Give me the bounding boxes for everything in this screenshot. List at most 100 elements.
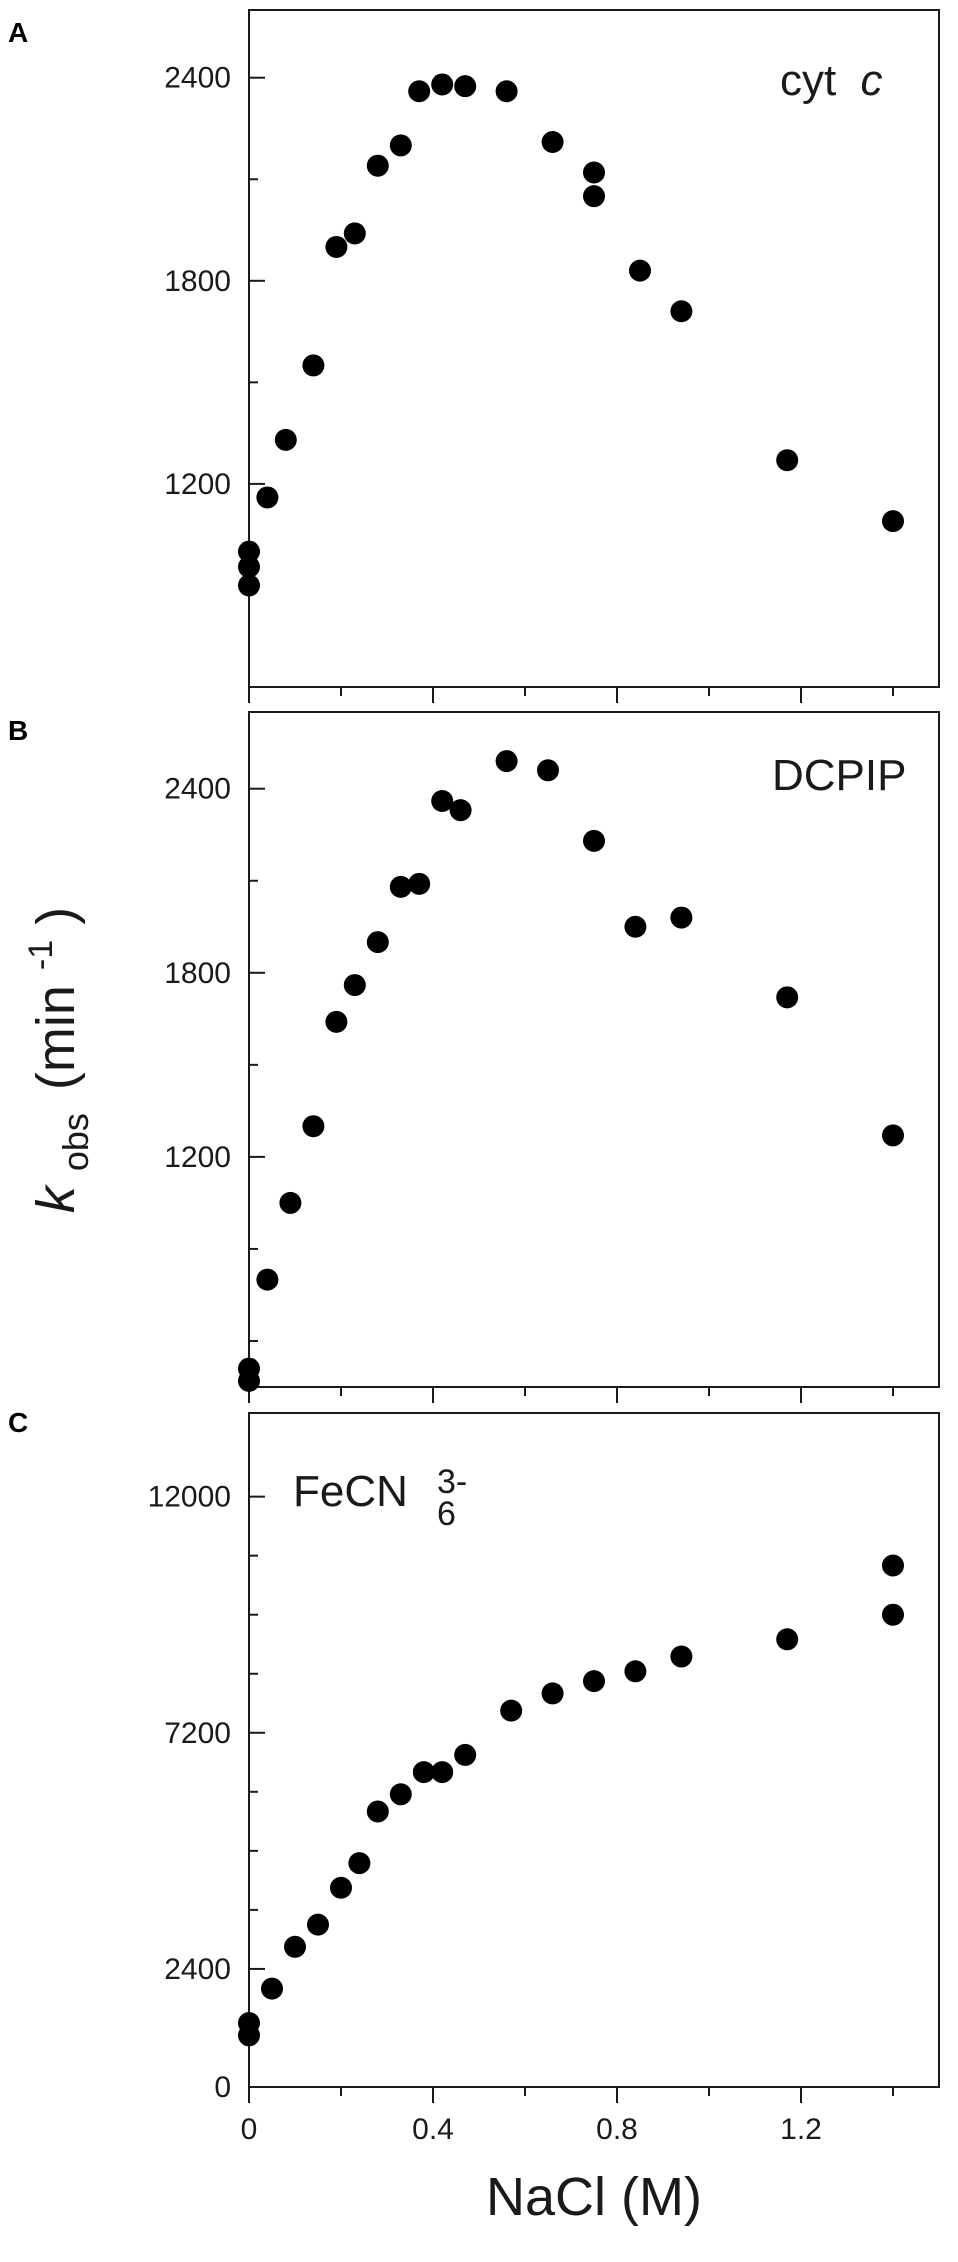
x-tick-label: 1.2 [780,2113,822,2146]
data-point [882,1554,904,1577]
data-point [408,872,431,895]
y-tick-label: 1200 [164,1141,231,1174]
panel-c-points [238,1554,904,2047]
panel-c-ticks [248,1495,894,2103]
data-point [624,1660,647,1683]
data-point [389,875,412,898]
panel-a-tick-labels: 1200 1800 2400 [164,62,231,501]
y-tick-label: 2400 [164,773,231,806]
panel-a: A 1200 1800 2400 cyt c [8,9,940,703]
data-point [408,80,431,103]
data-point [343,222,366,245]
data-point [431,1761,454,1784]
panel-a-ticks [248,76,894,703]
data-point [882,1603,904,1626]
data-point [366,931,389,954]
panel-b-ticks [248,787,894,1403]
data-point [583,185,605,208]
y-tick-label: 12000 [148,1481,231,1514]
panel-letter-b: B [8,715,28,746]
data-point [670,300,693,323]
data-point [495,80,518,103]
data-point [495,750,518,773]
panel-a-points [238,73,904,597]
panel-c-label-sup: 3- [437,1463,467,1501]
data-point [670,906,693,929]
data-point [624,915,647,938]
data-point [537,759,559,782]
data-point [343,974,366,997]
panel-c-label: FeCN [293,1467,408,1516]
data-point [366,1800,389,1823]
panel-b-label: DCPIP [772,751,906,800]
data-point [776,1628,799,1651]
data-point [284,1935,306,1958]
data-point [882,1124,904,1147]
panel-b-tick-labels: 1200 1800 2400 [164,773,231,1174]
data-point [583,1670,605,1693]
data-point [776,986,799,1009]
y-axis-title-k: k [26,1183,86,1213]
data-point [583,161,605,184]
panel-letter-c: C [8,1407,28,1438]
data-point [274,428,297,451]
data-point [302,1115,325,1138]
data-point [256,486,279,509]
data-point [279,1191,302,1214]
y-tick-label: 0 [214,2071,231,2104]
panel-b-frame [248,711,940,1388]
data-point [302,354,325,377]
data-point [366,154,389,177]
data-point [454,1743,477,1766]
x-axis-title: NaCl (M) [486,2167,702,2227]
data-point [629,259,651,282]
data-point [431,73,454,96]
panel-b-points [238,750,904,1392]
y-axis-title-close: ) [26,907,86,925]
panel-c-frame [248,1412,940,2088]
y-tick-label: 1200 [164,468,231,501]
panel-a-frame [248,9,940,688]
y-tick-label: 1800 [164,957,231,990]
data-point [541,131,564,154]
y-tick-label: 2400 [164,62,231,95]
y-tick-label: 7200 [164,1717,231,1750]
y-axis-title-sup: -1 [22,940,60,970]
data-point [454,75,477,98]
x-tick-label: 0 [241,2113,258,2146]
data-point [325,235,348,258]
data-point [238,555,260,578]
data-point [389,1783,412,1806]
panel-c-label-sub: 6 [437,1495,456,1533]
data-point [882,510,904,533]
data-point [670,1645,693,1668]
y-tick-label: 1800 [164,265,231,298]
data-point [238,1369,260,1392]
y-axis-title: k obs (min -1 ) [4,907,100,1213]
panel-c: C 0 2400 7200 12000 0 0.4 0.8 1.2 FeCN 3- 6 [8,1407,940,2146]
panel-b: B 1200 1800 2400 DCPIP [8,711,940,1403]
data-point [500,1699,523,1722]
panel-c-label-main: FeCN [293,1467,408,1516]
data-point [431,789,454,812]
panel-c-tick-labels: 0 2400 7200 12000 0 0.4 0.8 1.2 [148,1481,822,2146]
data-point [449,799,472,822]
y-axis-title-unit: (min [26,985,86,1090]
panel-letter-a: A [8,17,28,48]
data-point [330,1876,352,1899]
x-tick-label: 0.8 [596,2113,638,2146]
data-point [776,449,799,472]
svg-text:k obs (min -: k obs (min -1 ) [4,907,100,1213]
data-point [389,134,412,157]
y-axis-title-sub: obs [55,1113,96,1171]
x-tick-label: 0.4 [412,2113,454,2146]
panel-a-label-main: cyt [780,56,836,105]
data-point [238,2024,260,2047]
data-point [238,574,260,597]
data-point [256,1268,279,1291]
data-point [325,1010,348,1033]
y-tick-label: 2400 [164,1953,231,1986]
panel-a-label: cyt c [780,56,882,105]
data-point [348,1852,371,1875]
